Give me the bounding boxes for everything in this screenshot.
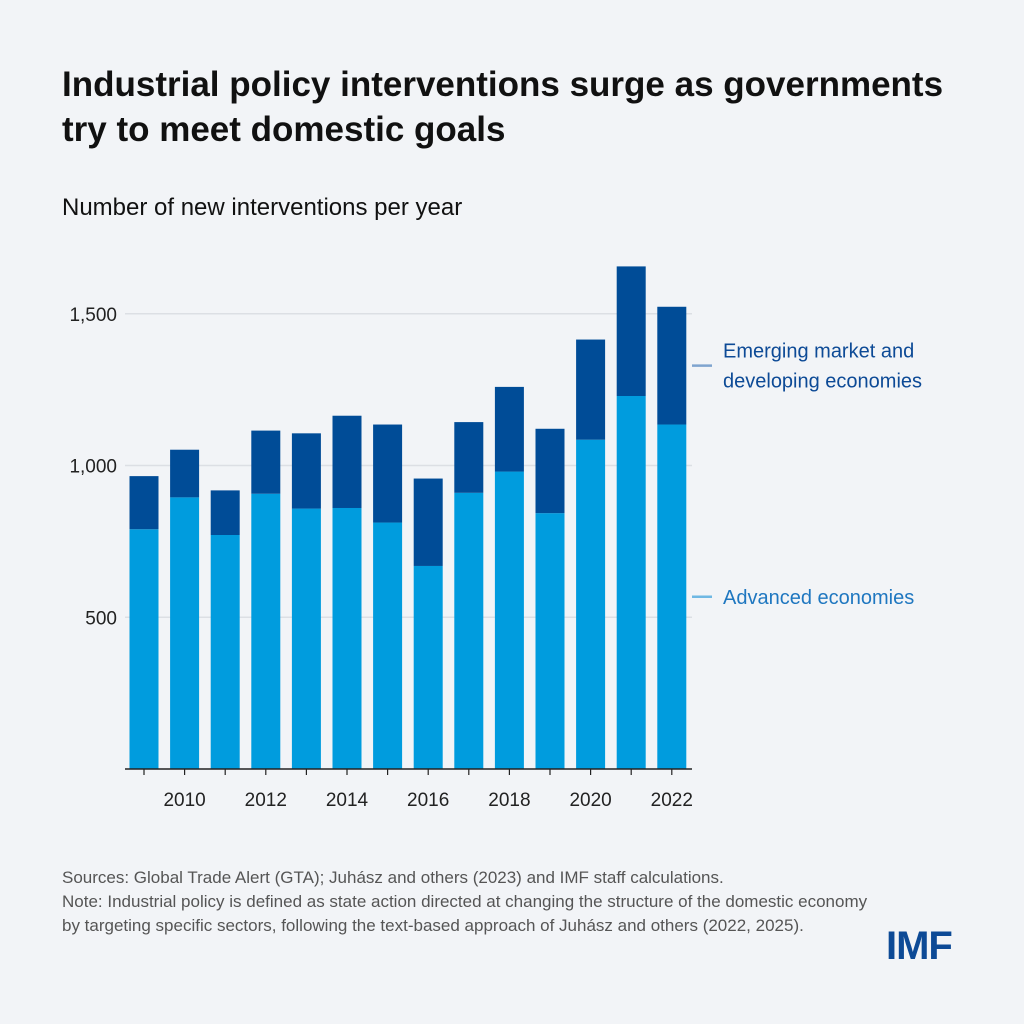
chart-title: Industrial policy interventions surge as…	[62, 65, 944, 149]
x-tick-label: 2018	[488, 790, 530, 811]
bar-advanced-2010	[170, 497, 200, 769]
bar-emerging-2012	[251, 430, 281, 494]
bar-advanced-2021	[616, 395, 646, 769]
bar-advanced-2014	[332, 507, 362, 769]
bar-emerging-2018	[494, 386, 524, 472]
bar-emerging-2016	[413, 478, 443, 566]
bar-emerging-2019	[535, 428, 565, 514]
legend-label: developing economies	[723, 371, 922, 393]
bar-advanced-2020	[576, 439, 606, 769]
bar-advanced-2012	[251, 493, 281, 769]
legend-label: Emerging market and	[723, 341, 914, 363]
bar-advanced-2017	[454, 492, 484, 769]
bar-emerging-2022	[657, 306, 687, 425]
bar-emerging-2009	[129, 476, 159, 530]
bar-advanced-2019	[535, 513, 565, 769]
bar-emerging-2020	[576, 339, 606, 440]
bar-advanced-2013	[291, 508, 321, 769]
x-tick-label: 2020	[569, 790, 611, 811]
legend-label: Advanced economies	[723, 587, 914, 609]
sources-text: Sources: Global Trade Alert (GTA); Juhás…	[62, 868, 724, 887]
x-tick-label: 2012	[245, 790, 287, 811]
y-tick-label: 500	[85, 608, 117, 629]
bar-emerging-2013	[291, 433, 321, 509]
bar-advanced-2022	[657, 424, 687, 769]
x-tick-label: 2016	[407, 790, 449, 811]
bar-emerging-2017	[454, 422, 484, 493]
bar-emerging-2015	[373, 424, 403, 523]
bar-advanced-2009	[129, 529, 159, 769]
note-text: Note: Industrial policy is defined as st…	[62, 892, 868, 935]
bar-advanced-2018	[494, 471, 524, 769]
x-tick-label: 2010	[163, 790, 205, 811]
footer-notes: Sources: Global Trade Alert (GTA); Juhás…	[62, 866, 882, 938]
imf-logo: IMF	[886, 924, 953, 968]
chart-subtitle: Number of new interventions per year	[62, 194, 463, 221]
y-tick-label: 1,500	[69, 305, 117, 326]
y-tick-label: 1,000	[69, 457, 117, 478]
bar-advanced-2016	[413, 565, 443, 769]
x-tick-label: 2022	[651, 790, 693, 811]
bar-advanced-2011	[210, 535, 240, 769]
bar-emerging-2021	[616, 266, 646, 396]
bar-emerging-2014	[332, 415, 362, 508]
x-tick-label: 2014	[326, 790, 369, 811]
bar-emerging-2010	[170, 449, 200, 498]
bar-advanced-2015	[373, 522, 403, 769]
bar-emerging-2011	[210, 490, 240, 536]
